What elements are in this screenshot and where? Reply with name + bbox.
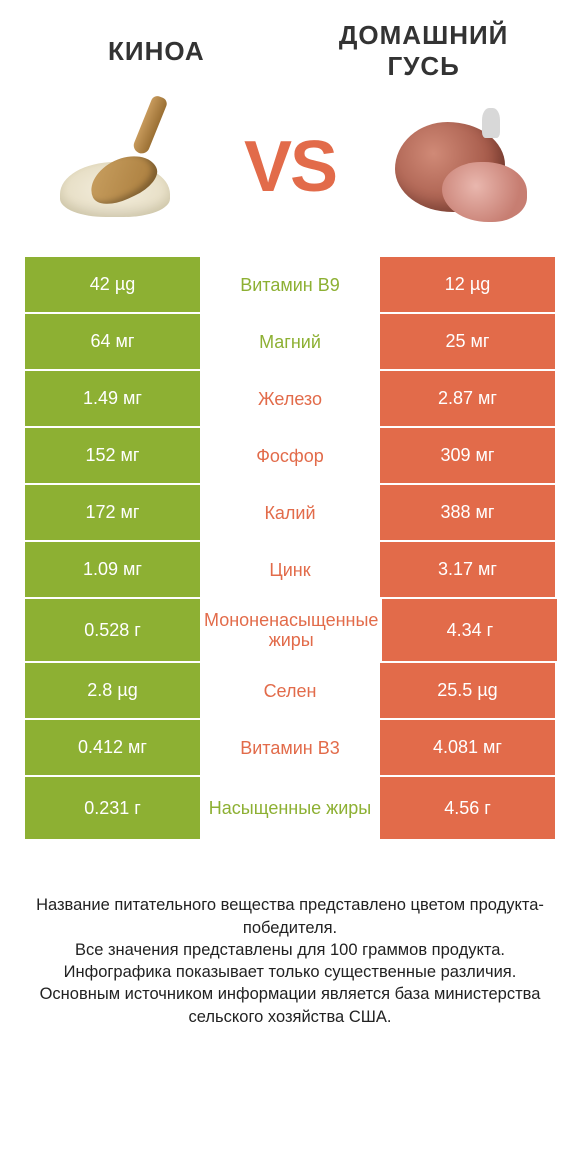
table-row: 2.8 µgСелен25.5 µg [25, 663, 555, 718]
footer-line: Основным источником информации является … [29, 983, 551, 1028]
cell-left: 42 µg [25, 257, 200, 312]
comparison-table: 42 µgВитамин B912 µg64 мгМагний25 мг1.49… [25, 257, 555, 839]
cell-nutrient: Железо [200, 371, 380, 426]
cell-left: 0.528 г [25, 599, 200, 661]
table-row: 0.528 гМононенасыщенные жиры4.34 г [25, 599, 555, 661]
cell-left: 1.09 мг [25, 542, 200, 597]
header-row: КИНОА ДОМАШНИЙ ГУСЬ [25, 20, 555, 92]
cell-left: 64 мг [25, 314, 200, 369]
table-row: 1.09 мгЦинк3.17 мг [25, 542, 555, 597]
cell-nutrient: Магний [200, 314, 380, 369]
vs-label: VS [244, 131, 336, 203]
table-row: 42 µgВитамин B912 µg [25, 257, 555, 312]
table-row: 64 мгМагний25 мг [25, 314, 555, 369]
cell-nutrient: Фосфор [200, 428, 380, 483]
footer-line: Название питательного вещества представл… [29, 894, 551, 939]
cell-nutrient: Витамин B3 [200, 720, 380, 775]
table-row: 1.49 мгЖелезо2.87 мг [25, 371, 555, 426]
goose-image [375, 102, 535, 232]
cell-right: 4.081 мг [380, 720, 555, 775]
table-row: 152 мгФосфор309 мг [25, 428, 555, 483]
footer-line: Инфографика показывает только существенн… [29, 961, 551, 983]
table-row: 172 мгКалий388 мг [25, 485, 555, 540]
table-row: 0.231 гНасыщенные жиры4.56 г [25, 777, 555, 839]
footer-line: Все значения представлены для 100 граммо… [29, 939, 551, 961]
images-row: VS [25, 92, 555, 257]
cell-right: 25.5 µg [380, 663, 555, 718]
table-row: 0.412 мгВитамин B34.081 мг [25, 720, 555, 775]
cell-right: 4.34 г [382, 599, 557, 661]
quinoa-image [45, 102, 205, 232]
cell-right: 12 µg [380, 257, 555, 312]
footer-notes: Название питательного вещества представл… [25, 894, 555, 1028]
title-left: КИНОА [45, 36, 268, 67]
cell-right: 4.56 г [380, 777, 555, 839]
title-right: ДОМАШНИЙ ГУСЬ [312, 20, 535, 82]
cell-nutrient: Калий [200, 485, 380, 540]
cell-nutrient: Мононенасыщенные жиры [200, 599, 382, 661]
cell-left: 0.412 мг [25, 720, 200, 775]
cell-left: 1.49 мг [25, 371, 200, 426]
cell-left: 172 мг [25, 485, 200, 540]
cell-nutrient: Селен [200, 663, 380, 718]
cell-right: 388 мг [380, 485, 555, 540]
cell-right: 25 мг [380, 314, 555, 369]
infographic-container: КИНОА ДОМАШНИЙ ГУСЬ VS 42 µgВитамин B912… [0, 0, 580, 1048]
cell-left: 152 мг [25, 428, 200, 483]
cell-left: 0.231 г [25, 777, 200, 839]
cell-right: 2.87 мг [380, 371, 555, 426]
cell-nutrient: Витамин B9 [200, 257, 380, 312]
cell-right: 3.17 мг [380, 542, 555, 597]
cell-left: 2.8 µg [25, 663, 200, 718]
cell-nutrient: Цинк [200, 542, 380, 597]
cell-nutrient: Насыщенные жиры [200, 777, 380, 839]
cell-right: 309 мг [380, 428, 555, 483]
